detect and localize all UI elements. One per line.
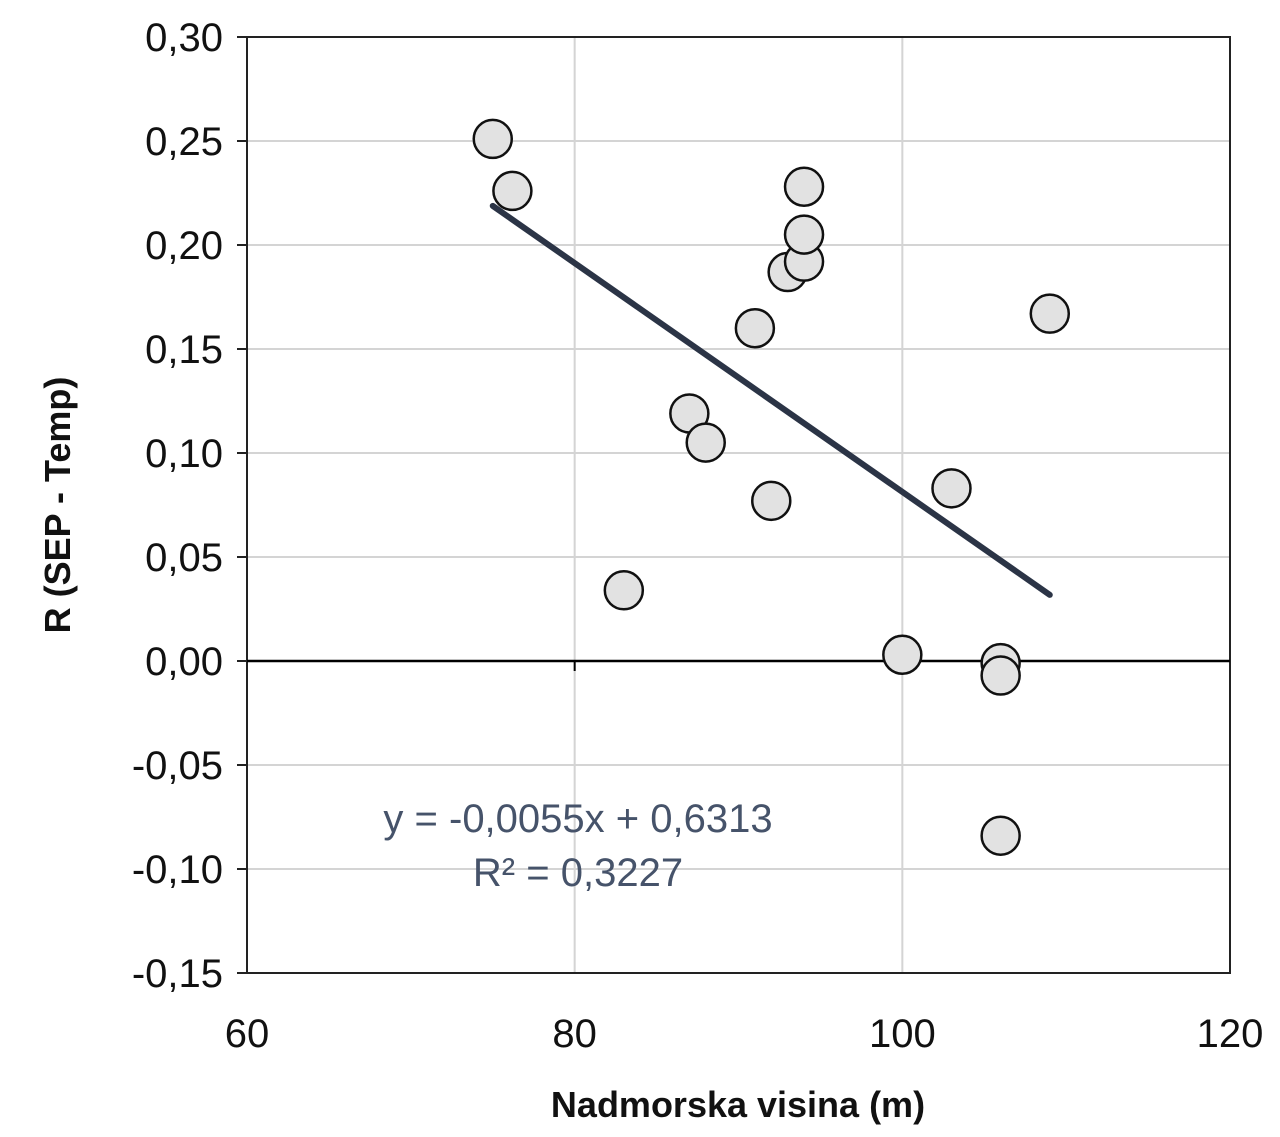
trendline-equation: y = -0,0055x + 0,6313: [383, 797, 772, 841]
x-tick-label: 120: [1197, 1012, 1264, 1056]
y-tick-label: 0,30: [145, 16, 223, 60]
y-tick-label: -0,05: [132, 744, 223, 788]
y-tick-label: 0,25: [145, 120, 223, 164]
y-tick-label: 0,05: [145, 536, 223, 580]
plot-area-frame: [246, 36, 1231, 974]
data-point: [751, 480, 792, 522]
data-point: [931, 468, 972, 509]
gridlines: [237, 36, 1231, 974]
x-tick-label: 80: [552, 1012, 597, 1056]
trend-line: [489, 202, 1053, 598]
trendline-r-squared: R² = 0,3227: [473, 851, 683, 895]
data-point: [980, 655, 1021, 696]
x-tick-label: 60: [225, 1012, 270, 1056]
data-point: [980, 815, 1021, 856]
y-tick-label: 0,10: [145, 432, 223, 476]
data-point: [685, 422, 726, 463]
data-point: [472, 118, 513, 160]
y-axis-title: R (SEP - Temp): [37, 377, 78, 634]
y-tick-label: 0,15: [145, 328, 223, 372]
data-point: [882, 634, 923, 676]
y-tick-label: 0,00: [145, 640, 223, 684]
tick-labels: 0,30 0,25 0,20 0,15 0,10 0,05 0,00 -0,05 -0,10 -0…: [132, 16, 1264, 1056]
x-axis-title: Nadmorska visina (m): [551, 1084, 925, 1125]
data-point: [783, 214, 825, 255]
data-point: [734, 307, 776, 349]
data-point: [1029, 293, 1071, 334]
y-tick-label: -0,15: [132, 952, 223, 996]
data-points: [472, 118, 1071, 856]
data-point: [492, 170, 533, 212]
y-tick-label: 0,20: [145, 224, 223, 268]
x-tick-label: 100: [869, 1012, 936, 1056]
data-point: [783, 166, 825, 208]
y-tick-label: -0,10: [132, 848, 223, 892]
data-point: [603, 570, 645, 611]
